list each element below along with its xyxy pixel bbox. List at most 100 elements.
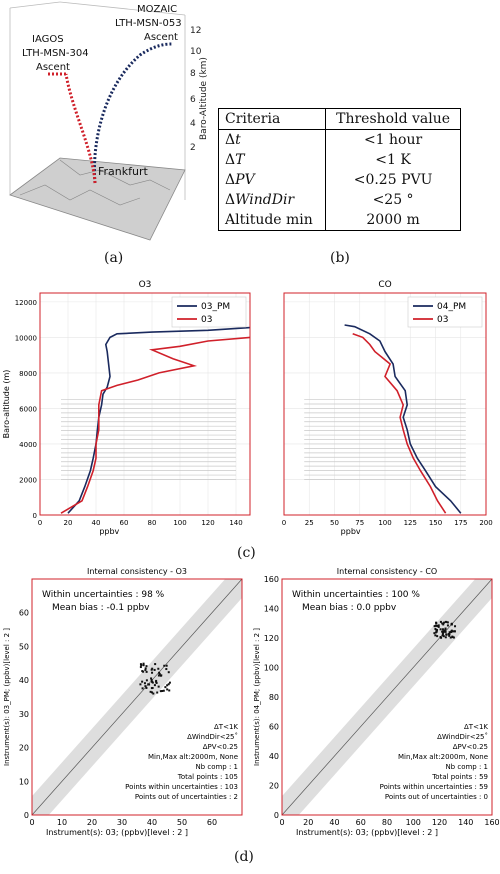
x-tick-label: 40 xyxy=(329,818,339,827)
x-tick-label: 175 xyxy=(454,519,467,527)
profile-line-03 xyxy=(352,333,447,514)
legend-label: 03 xyxy=(201,315,212,325)
scatter-point xyxy=(159,690,162,693)
scatter-point xyxy=(165,668,168,671)
scatter-point xyxy=(167,671,170,674)
scatter-point xyxy=(150,668,153,671)
criteria-table: Criteria Threshold value Δt <1 hour ΔT <… xyxy=(217,108,461,231)
y-tick-label: 8000 xyxy=(19,370,37,378)
scatter-point xyxy=(157,667,160,670)
scatter-point xyxy=(166,684,169,687)
note-line: ΔT<1K xyxy=(464,723,488,731)
y-tick-label: 0 xyxy=(274,811,279,820)
scatter-point xyxy=(141,670,144,673)
plot-frame xyxy=(281,578,493,816)
criteria-altitude: Altitude min xyxy=(217,210,327,231)
x-axis-label: Instrument(s): 03; (ppbv)[level : 2 ] xyxy=(296,828,438,837)
o3-profile-chart: O3 0 20 40 60 80 100 120 140 ppbv 0 2000 4000 6000 800… xyxy=(2,280,251,536)
scatter-point xyxy=(436,624,439,627)
scatter-title: Internal consistency - O3 xyxy=(87,567,187,576)
scatter-point xyxy=(445,620,448,623)
y-tick-label: 30 xyxy=(19,710,29,719)
x-tick-label: 20 xyxy=(87,818,97,827)
x-tick-label: 0 xyxy=(279,818,284,827)
scatter-point xyxy=(439,628,442,631)
scatter-point xyxy=(433,625,436,628)
scatter-point xyxy=(168,689,171,692)
x-tick-label: 100 xyxy=(406,818,421,827)
tick-8: 8 xyxy=(190,69,196,79)
x-tick-label: 40 xyxy=(92,519,101,527)
scatter-point xyxy=(154,663,157,666)
scatter-point xyxy=(162,689,165,692)
scatter-point xyxy=(158,671,161,674)
panel-d-label: (d) xyxy=(234,849,254,865)
x-tick-label: 100 xyxy=(173,519,186,527)
value-dtemp: <1 K xyxy=(325,150,461,170)
scatter-point xyxy=(442,623,445,626)
note-line: ΔWindDir<25˚ xyxy=(437,733,488,741)
stat-within: Within uncertainties : 100 % xyxy=(292,590,420,600)
x-tick-label: 60 xyxy=(207,818,217,827)
scatter-point xyxy=(155,681,158,684)
scatter-point xyxy=(441,634,444,637)
scatter-point xyxy=(450,622,453,625)
legend xyxy=(407,296,483,328)
scatter-point xyxy=(450,631,453,634)
note-line: Min,Max alt:2000m, None xyxy=(398,753,488,761)
scatter-point xyxy=(145,679,148,682)
scatter-point xyxy=(159,674,162,677)
note-line: Points out of uncertainties : 0 xyxy=(385,793,488,801)
y-tick-label: 2000 xyxy=(19,476,37,484)
x-tick-label: 140 xyxy=(229,519,242,527)
y-axis-label: Instrument(s): 04_PM; (ppbv)[level : 2 ] xyxy=(253,628,261,766)
plot-frame xyxy=(283,292,487,516)
scatter-point xyxy=(434,624,437,627)
threshold-header: Threshold value xyxy=(325,108,461,130)
scatter-point xyxy=(139,666,142,669)
plot-frame xyxy=(31,578,243,816)
y-tick-label: 6000 xyxy=(19,405,37,413)
scatter-point xyxy=(165,664,168,667)
legend-label: 03 xyxy=(437,315,448,325)
stat-within: Within uncertainties : 98 % xyxy=(42,590,165,600)
criteria-dwind: ΔWindDir xyxy=(217,190,327,210)
criteria-dpv: ΔPV xyxy=(217,170,327,190)
scatter-point xyxy=(439,636,442,639)
mozaic-title: MOZAIC xyxy=(137,4,177,15)
scatter-point xyxy=(141,680,144,683)
note-line: Total points : 105 xyxy=(177,773,238,781)
scatter-point xyxy=(437,624,440,627)
x-tick-label: 0 xyxy=(38,519,42,527)
panel-a-label: (a) xyxy=(104,250,124,266)
scatter-point xyxy=(446,621,449,624)
scatter-point xyxy=(434,627,437,630)
note-line: ΔT<1K xyxy=(214,723,238,731)
tick-12: 12 xyxy=(190,26,201,36)
mozaic-trajectory xyxy=(92,42,173,184)
airport-label: Frankfurt xyxy=(98,165,148,178)
x-tick-label: 0 xyxy=(29,818,34,827)
x-tick-label: 20 xyxy=(303,818,313,827)
x-axis-label: ppbv xyxy=(341,527,361,536)
y-axis-label: Baro-altitude (m) xyxy=(2,370,11,439)
y-tick-label: 20 xyxy=(269,782,279,791)
scatter-point xyxy=(441,628,444,631)
note-line: Points out of uncertainties : 2 xyxy=(135,793,238,801)
co-profile-chart: CO 0 25 50 75 100 125 150 175 200 ppbv 04_PM 03 xyxy=(282,280,493,536)
scatter-point xyxy=(155,679,158,682)
scatter-point xyxy=(439,620,442,623)
scatter-point xyxy=(443,621,446,624)
scatter-point xyxy=(448,633,451,636)
y-tick-label: 0 xyxy=(33,512,37,520)
scatter-point xyxy=(153,668,156,671)
scatter-point xyxy=(450,629,453,632)
value-dwind: <25 ° xyxy=(325,190,461,210)
scatter-point xyxy=(435,622,438,625)
iagos-trajectory xyxy=(64,73,97,184)
x-tick-label: 25 xyxy=(305,519,314,527)
scatter-point xyxy=(453,630,456,633)
y-tick-label: 160 xyxy=(264,575,279,584)
value-dt: <1 hour xyxy=(325,129,461,150)
scatter-point xyxy=(142,662,145,665)
